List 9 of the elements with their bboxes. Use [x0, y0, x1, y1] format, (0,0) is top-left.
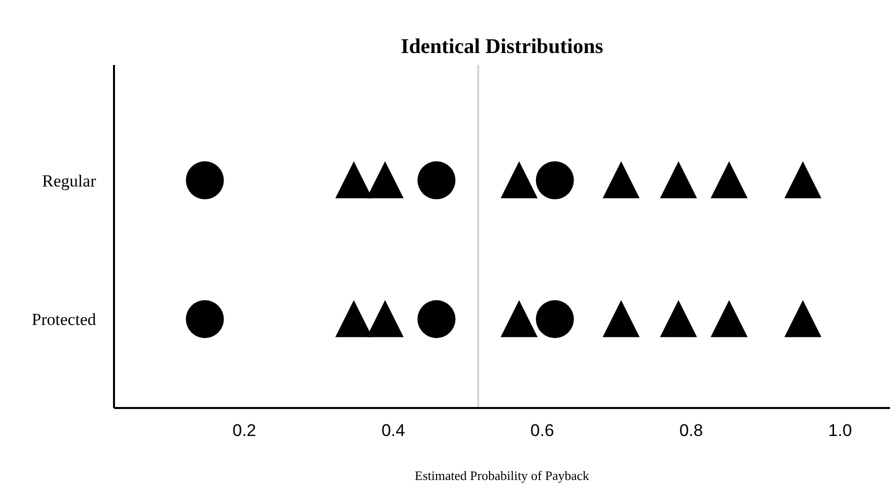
y-tick-label: Protected	[32, 310, 96, 330]
y-tick-label: Regular	[42, 171, 96, 190]
x-tick-label: 0.2	[232, 421, 256, 440]
x-tick-label: 0.4	[381, 421, 406, 440]
x-tick-label: 0.8	[679, 421, 703, 440]
x-tick-label: 0.6	[530, 421, 554, 440]
x-tick-label: 1.0	[828, 421, 852, 440]
chart-title: Identical Distributions	[400, 34, 604, 59]
x-axis-title: Estimated Probability of Payback	[414, 468, 590, 483]
